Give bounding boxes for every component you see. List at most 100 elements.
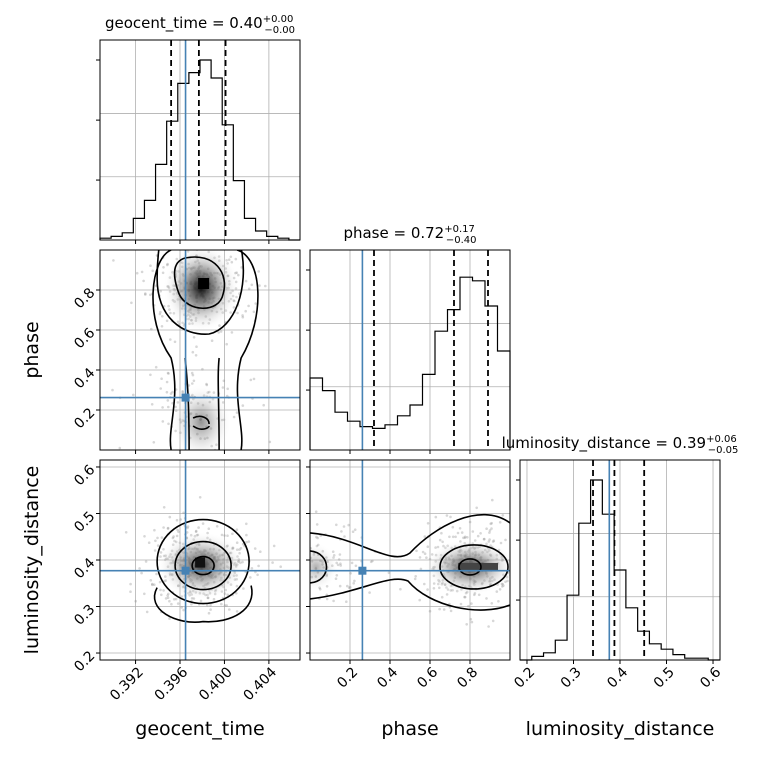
phase-vs-luminosity_distance-sample	[335, 523, 338, 527]
geocent_time-vs-phase-sample	[144, 293, 147, 296]
phase-vs-luminosity_distance-sample	[538, 556, 541, 559]
geocent_time-vs-phase-sample	[160, 377, 163, 381]
phase-vs-luminosity_distance-sample	[426, 588, 429, 591]
geocent_time-vs-luminosity_distance-contours	[153, 518, 253, 623]
geocent_time-vs-luminosity_distance-sample	[162, 506, 166, 509]
geocent_time-vs-phase-sample	[249, 378, 253, 382]
phase-vs-luminosity_distance-sample	[438, 538, 442, 542]
geocent_time-vs-luminosity_distance-sample	[176, 528, 179, 532]
phase-vs-luminosity_distance-sample	[347, 523, 351, 527]
panel-title-phase: phase = 0.72+0.17 −0.40	[343, 224, 476, 246]
phase-vs-luminosity_distance-contours	[310, 513, 510, 611]
geocent_time-vs-luminosity_distance-sample	[177, 530, 180, 534]
phase-vs-luminosity_distance-density	[310, 538, 510, 595]
geocent_time-vs-luminosity_distance-sample	[166, 596, 170, 599]
xtick-label-phase-3: 0.8	[454, 664, 481, 691]
geocent_time-vs-luminosity_distance-sample	[144, 560, 148, 563]
geocent_time-vs-luminosity_distance-sample	[235, 541, 239, 544]
phase-vs-luminosity_distance-sample	[279, 572, 282, 575]
phase-vs-luminosity_distance-sample	[343, 535, 346, 538]
phase-vs-luminosity_distance-sample	[387, 571, 391, 575]
phase-vs-luminosity_distance-sample	[468, 520, 472, 524]
geocent_time-vs-luminosity_distance-sample	[201, 522, 205, 525]
geocent_time-vs-phase-sample	[162, 220, 165, 223]
phase-vs-luminosity_distance-sample	[482, 537, 486, 541]
phase-vs-luminosity_distance-sample	[449, 609, 453, 613]
phase-vs-luminosity_distance-sample	[463, 595, 467, 599]
geocent_time-vs-phase-sample	[232, 415, 236, 419]
geocent_time-vs-luminosity_distance-sample	[171, 536, 175, 540]
phase-vs-luminosity_distance-sample	[292, 608, 295, 611]
geocent_time-vs-phase-sample	[167, 405, 170, 409]
geocent_time-vs-luminosity_distance-sample	[245, 533, 248, 537]
geocent_time-vs-phase-sample	[252, 377, 256, 381]
geocent_time-vs-luminosity_distance-sample	[159, 588, 162, 592]
phase-vs-luminosity_distance-sample	[293, 562, 296, 565]
contour-4	[153, 585, 253, 623]
geocent_time-vs-luminosity_distance-sample	[176, 602, 180, 605]
geocent_time-vs-luminosity_distance-sample	[253, 547, 257, 550]
geocent_time-vs-phase-sample	[262, 403, 266, 407]
phase-vs-luminosity_distance-sample	[423, 535, 427, 538]
contour-1	[458, 558, 482, 576]
phase-vs-luminosity_distance-sample	[345, 600, 348, 603]
phase-vs-luminosity_distance-sample	[510, 550, 513, 553]
geocent_time-vs-phase-sample	[149, 373, 152, 377]
phase-vs-luminosity_distance-sample	[340, 530, 343, 533]
geocent_time-vs-phase-sample	[225, 394, 229, 398]
geocent_time-vs-phase-sample	[165, 319, 169, 323]
phase-vs-luminosity_distance-sample	[487, 625, 490, 628]
geocent_time-vs-phase-sample	[192, 379, 196, 383]
phase-vs-luminosity_distance-sample	[459, 602, 463, 606]
geocent_time-vs-phase-sample	[140, 270, 144, 274]
geocent_time-vs-phase-sample	[195, 345, 198, 349]
geocent_time-vs-luminosity_distance-sample	[225, 604, 228, 607]
phase-vs-luminosity_distance-sample	[307, 548, 310, 551]
geocent_time-vs-luminosity_distance-sample	[235, 610, 239, 613]
geocent_time-vs-phase-sample	[158, 312, 162, 316]
geocent_time-vs-luminosity_distance-sample	[242, 587, 245, 590]
phase-vs-luminosity_distance-sample	[426, 522, 430, 525]
geocent_time-vs-phase-sample	[192, 336, 196, 339]
geocent_time-vs-luminosity_distance-sample	[147, 541, 151, 544]
xtick-label-luminosity_distance-1: 0.3	[558, 664, 585, 691]
ytick-label-luminosity_distance-4: 0.6	[71, 462, 98, 489]
phase-vs-luminosity_distance-sample	[305, 574, 308, 577]
geocent_time-vs-luminosity_distance-sample	[124, 531, 128, 534]
geocent_time-vs-phase-sample	[217, 331, 220, 334]
geocent_time-vs-phase-sample	[149, 264, 152, 268]
geocent_time-vs-luminosity_distance-truth-point	[181, 566, 190, 575]
geocent_time-vs-phase-sample	[226, 387, 229, 391]
geocent_time-vs-luminosity_distance-sample	[207, 527, 211, 530]
contour-3-left	[152, 250, 176, 450]
phase-vs-luminosity_distance-sample	[501, 514, 505, 517]
geocent_time-vs-luminosity_distance-sample	[194, 529, 198, 533]
phase-vs-luminosity_distance-sample	[499, 541, 503, 545]
phase-vs-luminosity_distance-sample	[332, 599, 335, 603]
geocent_time-vs-phase-sample	[111, 388, 114, 392]
ytick-label-phase-1: 0.4	[71, 365, 98, 392]
phase-vs-luminosity_distance-sample	[413, 577, 417, 581]
geocent_time-vs-luminosity_distance-sample	[247, 540, 251, 543]
hist-phase-frame	[309, 249, 511, 451]
geocent_time-vs-luminosity_distance-sample	[226, 593, 229, 597]
phase-vs-luminosity_distance-sample	[339, 562, 342, 565]
phase-vs-luminosity_distance-sample	[460, 531, 464, 534]
phase-vs-luminosity_distance-sample	[441, 540, 444, 544]
geocent_time-vs-phase-sample	[230, 331, 234, 334]
phase-vs-luminosity_distance-sample	[438, 607, 441, 611]
geocent_time-vs-phase-sample	[194, 354, 198, 357]
geocent_time-vs-phase-sample	[219, 247, 222, 250]
phase-vs-luminosity_distance-truth-point	[358, 566, 367, 575]
ytick-label-luminosity_distance-2: 0.4	[71, 555, 98, 582]
phase-vs-luminosity_distance-sample	[349, 572, 352, 575]
phase-vs-luminosity_distance-sample	[414, 575, 418, 578]
phase-vs-luminosity_distance-sample	[423, 552, 427, 555]
phase-vs-luminosity_distance-sample	[303, 544, 306, 547]
phase-vs-luminosity_distance-sample	[463, 595, 466, 599]
phase-vs-luminosity_distance-sample	[337, 558, 341, 561]
xtick-label-phase-0: 0.2	[334, 664, 361, 691]
geocent_time-vs-phase-sample	[240, 266, 243, 269]
ytick-label-phase-3: 0.8	[71, 285, 98, 312]
geocent_time-vs-luminosity_distance-sample	[172, 598, 176, 601]
